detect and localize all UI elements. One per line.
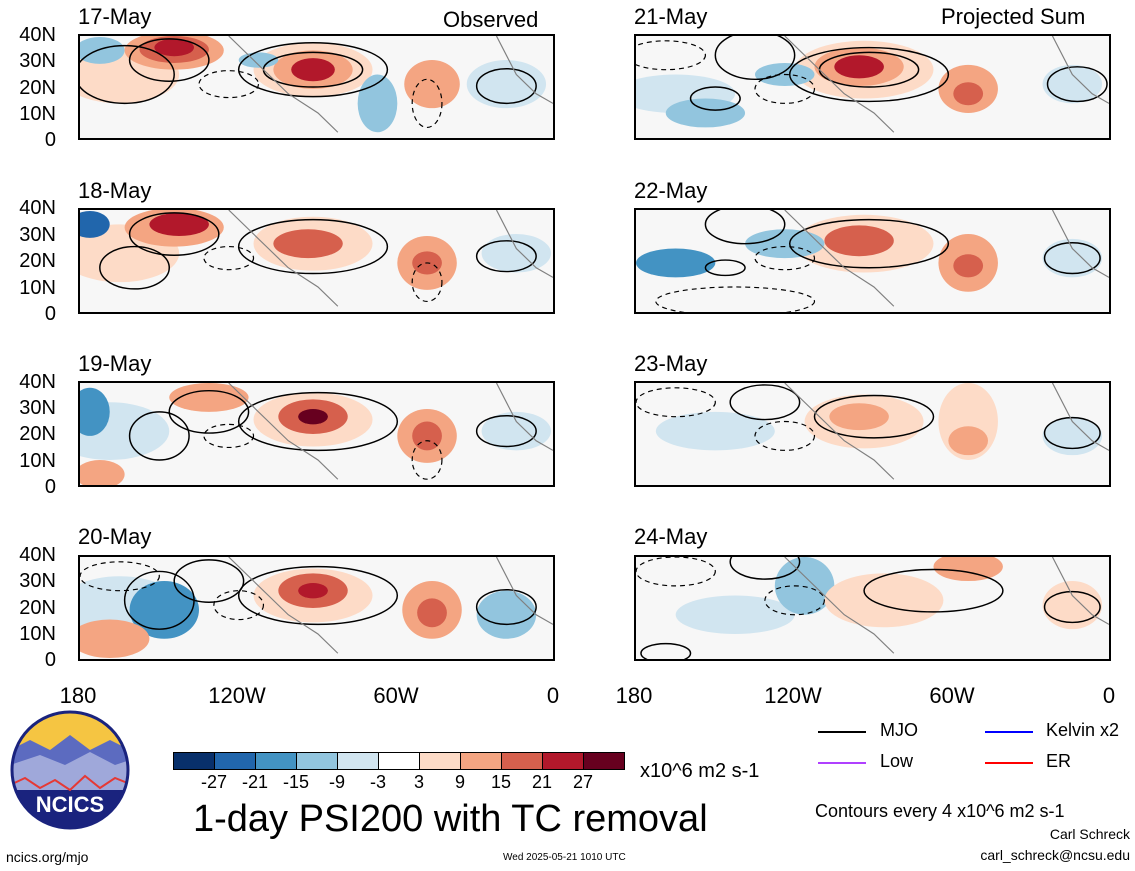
colorbar-bin [460, 752, 502, 770]
website-link[interactable]: ncics.org/mjo [6, 849, 89, 865]
legend-label-kelvin: Kelvin x2 [1046, 720, 1120, 740]
ytick-30n: 30N [19, 50, 56, 72]
projected-sum-label: Projected Sum [941, 4, 1086, 29]
xtick-120w-right: 120W [764, 683, 822, 708]
legend-swatch-mjo [818, 731, 866, 733]
colorbar-bin [255, 752, 297, 770]
colorbar-bin [173, 752, 215, 770]
legend-label-low: Low [880, 751, 914, 771]
map-panel-24may [634, 555, 1111, 661]
panel-date-19may: 19-May [78, 351, 152, 376]
legend-label-er: ER [1046, 751, 1072, 771]
colorbar-bin [378, 752, 420, 770]
xtick-120w-left: 120W [208, 683, 266, 708]
panel-date-23may: 23-May [634, 351, 708, 376]
map-panel-21may [634, 34, 1111, 140]
ytick-0: 0 [44, 476, 56, 498]
xtick-0-right: 0 [1102, 683, 1116, 708]
ytick-10n: 10N [19, 450, 56, 472]
colorbar-label: -21 [241, 772, 269, 792]
ytick-20n: 20N [19, 423, 56, 445]
map-panel-17may [78, 34, 555, 140]
xtick-60w-left: 60W [373, 683, 419, 708]
ytick-10n: 10N [19, 277, 56, 299]
legend-swatch-kelvin [985, 731, 1033, 733]
map-panel-19may [78, 381, 555, 487]
ytick-20n: 20N [19, 597, 56, 619]
ytick-0: 0 [44, 303, 56, 325]
panel-date-17may: 17-May [78, 4, 152, 29]
legend-swatch-er [985, 762, 1033, 764]
timestamp: Wed 2025-05-21 1010 UTC [503, 852, 626, 863]
colorbar-bin [214, 752, 256, 770]
colorbar-label: -3 [369, 772, 387, 792]
ytick-40n: 40N [19, 24, 56, 46]
colorbar-label: 15 [490, 772, 512, 792]
colorbar-label: 27 [572, 772, 594, 792]
panel-date-24may: 24-May [634, 524, 708, 549]
panel-date-21may: 21-May [634, 4, 708, 29]
colorbar-label: 3 [413, 772, 425, 792]
xtick-180-left: 180 [59, 683, 97, 708]
colorbar-bin [501, 752, 543, 770]
panel-date-22may: 22-May [634, 178, 708, 203]
ncics-logo: NCICS [10, 710, 130, 830]
map-panel-23may [634, 381, 1111, 487]
colorbar-bin [542, 752, 584, 770]
map-panel-22may [634, 208, 1111, 314]
map-panel-18may [78, 208, 555, 314]
colorbar-bin [419, 752, 461, 770]
observed-label: Observed [443, 7, 539, 32]
ytick-0: 0 [44, 649, 56, 671]
ytick-20n: 20N [19, 77, 56, 99]
panel-date-18may: 18-May [78, 178, 152, 203]
svg-text:NCICS: NCICS [36, 792, 104, 817]
colorbar-bin [296, 752, 338, 770]
credit-email: carl_schreck@ncsu.edu [980, 847, 1130, 863]
main-title: 1-day PSI200 with TC removal [193, 798, 708, 840]
colorbar-label: 9 [454, 772, 466, 792]
ytick-30n: 30N [19, 397, 56, 419]
ytick-40n: 40N [19, 544, 56, 566]
xtick-180-right: 180 [615, 683, 653, 708]
colorbar-label: -15 [282, 772, 310, 792]
ytick-40n: 40N [19, 197, 56, 219]
ytick-30n: 30N [19, 570, 56, 592]
ytick-0: 0 [44, 129, 56, 151]
colorbar-unit: x10^6 m2 s-1 [640, 760, 760, 782]
colorbar-bin [583, 752, 625, 770]
legend-swatch-low [818, 762, 866, 764]
colorbar-label: -9 [328, 772, 346, 792]
ytick-40n: 40N [19, 371, 56, 393]
ytick-10n: 10N [19, 103, 56, 125]
colorbar-label: -27 [200, 772, 228, 792]
xtick-0-left: 0 [546, 683, 560, 708]
legend-label-mjo: MJO [880, 720, 918, 740]
ytick-30n: 30N [19, 224, 56, 246]
map-panel-20may [78, 555, 555, 661]
colorbar-label: 21 [531, 772, 553, 792]
contour-note: Contours every 4 x10^6 m2 s-1 [815, 801, 1065, 821]
ytick-20n: 20N [19, 250, 56, 272]
credit-name: Carl Schreck [1049, 826, 1130, 842]
colorbar-bin [337, 752, 379, 770]
xtick-60w-right: 60W [929, 683, 975, 708]
panel-date-20may: 20-May [78, 524, 152, 549]
ytick-10n: 10N [19, 623, 56, 645]
